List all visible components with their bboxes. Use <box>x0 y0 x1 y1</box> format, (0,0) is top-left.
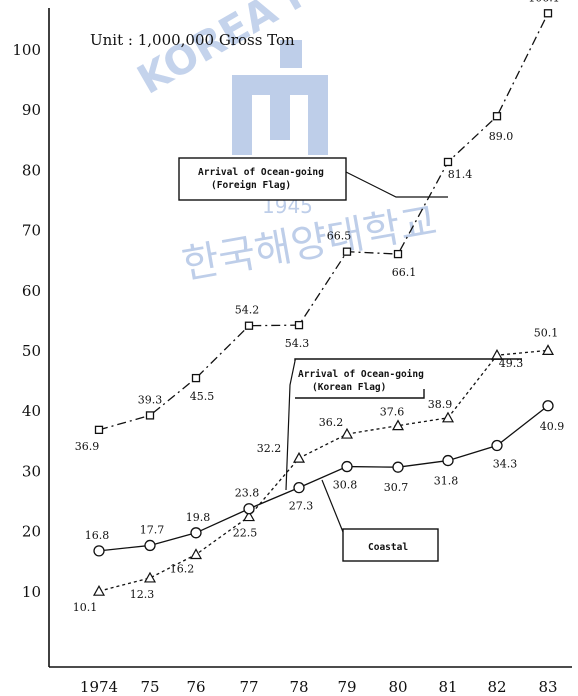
annotation-coastal-label: Coastal <box>368 542 408 553</box>
marker-korean-0 <box>92 584 106 596</box>
marker-foreign-9 <box>543 9 553 18</box>
data-label-korean-7: 38.9 <box>428 398 453 411</box>
marker-korean-5 <box>340 427 354 439</box>
y-tick-label: 70 <box>22 222 41 240</box>
x-tick-label: 79 <box>337 678 356 696</box>
data-labels: 36.9 39.3 45.5 54.2 54.3 66.5 66.1 81.4 89.0 106.… <box>73 0 565 614</box>
data-label-foreign-7: 81.4 <box>448 168 473 181</box>
data-label-foreign-2: 45.5 <box>190 390 215 403</box>
marker-foreign-3 <box>244 321 254 330</box>
y-tick-label: 10 <box>22 583 41 601</box>
x-tick-label: 81 <box>438 678 457 696</box>
marker-foreign-5 <box>342 247 352 256</box>
data-label-coastal-2: 19.8 <box>186 511 211 524</box>
x-tick-labels: 1974 75 76 77 78 79 80 81 82 83 <box>80 678 558 696</box>
y-tick-label: 50 <box>22 342 41 360</box>
y-tick-labels: 10 20 30 40 50 60 70 80 90 100 <box>12 41 41 601</box>
x-tick-label: 83 <box>538 678 557 696</box>
marker-korean-7 <box>441 411 455 423</box>
data-label-coastal-3: 23.8 <box>235 487 260 500</box>
data-label-coastal-4: 27.3 <box>289 500 314 513</box>
y-tick-label: 90 <box>22 101 41 119</box>
marker-coastal-9 <box>542 400 554 412</box>
x-tick-label: 75 <box>140 678 159 696</box>
marker-coastal-6 <box>392 461 404 473</box>
marker-korean-6 <box>391 419 405 431</box>
x-tick-label: 80 <box>388 678 407 696</box>
marker-korean-3 <box>242 510 256 522</box>
data-label-foreign-8: 89.0 <box>489 130 514 143</box>
data-label-korean-3: 22.5 <box>233 527 258 540</box>
y-tick-label: 60 <box>22 282 41 300</box>
data-label-korean-4: 32.2 <box>257 442 282 455</box>
x-tick-label: 78 <box>289 678 308 696</box>
annotation-coastal: Coastal <box>321 479 439 562</box>
data-label-korean-1: 12.3 <box>130 588 155 601</box>
data-label-korean-5: 36.2 <box>319 416 344 429</box>
marker-coastal-7 <box>442 454 454 467</box>
data-label-foreign-9: 106.1 <box>528 0 560 4</box>
annotation-foreign-line2: (Foreign Flag) <box>211 180 291 191</box>
x-tick-label: 76 <box>186 678 205 696</box>
annotation-korean-line1: Arrival of Ocean-going <box>298 369 424 380</box>
data-label-coastal-6: 30.7 <box>384 481 409 494</box>
y-tick-label: 30 <box>22 462 41 480</box>
data-label-korean-6: 37.6 <box>380 406 405 419</box>
annotation-korean-line2: (Korean Flag) <box>312 382 386 393</box>
marker-foreign-7 <box>443 157 453 167</box>
y-tick-label: 100 <box>12 41 41 59</box>
marker-korean-4 <box>292 451 306 463</box>
data-label-foreign-5: 66.5 <box>327 230 352 243</box>
data-label-korean-9: 50.1 <box>534 326 559 339</box>
y-tick-label: 40 <box>22 402 41 420</box>
marker-foreign-8 <box>492 112 502 121</box>
y-tick-label: 80 <box>22 161 41 179</box>
marker-coastal-1 <box>144 539 156 552</box>
x-tick-label: 77 <box>239 678 258 696</box>
marker-coastal-4 <box>293 482 305 494</box>
marker-coastal-2 <box>190 527 202 539</box>
data-label-foreign-4: 54.3 <box>285 337 310 350</box>
marker-coastal-3 <box>243 503 255 515</box>
marker-foreign-2 <box>191 373 201 383</box>
data-label-coastal-0: 16.8 <box>85 529 110 542</box>
x-tick-label: 1974 <box>80 678 118 696</box>
marker-foreign-6 <box>393 249 403 259</box>
y-tick-label: 20 <box>22 523 41 541</box>
data-label-coastal-9: 40.9 <box>540 420 565 433</box>
unit-note: Unit : 1,000,000 Gross Ton <box>90 31 295 49</box>
marker-korean-2 <box>189 548 203 560</box>
annotation-foreign-line1: Arrival of Ocean-going <box>198 167 324 178</box>
data-label-foreign-6: 66.1 <box>392 266 417 279</box>
data-label-coastal-5: 30.8 <box>333 479 358 492</box>
marker-coastal-8 <box>491 439 503 452</box>
data-label-foreign-0: 36.9 <box>75 440 100 453</box>
series-line-korean <box>98 349 549 592</box>
series-lines <box>98 12 549 592</box>
marker-coastal-0 <box>93 545 105 557</box>
data-label-korean-2: 16.2 <box>170 562 195 575</box>
marker-foreign-1 <box>145 411 155 420</box>
marker-korean-9 <box>541 344 555 355</box>
marker-foreign-4 <box>294 320 304 330</box>
series-line-foreign <box>98 12 549 431</box>
data-label-coastal-7: 31.8 <box>434 475 459 488</box>
x-tick-label: 82 <box>487 678 506 696</box>
data-label-korean-8: 49.3 <box>499 357 524 370</box>
annotation-korean: Arrival of Ocean-going (Korean Flag) <box>285 358 522 491</box>
marker-foreign-0 <box>94 425 104 435</box>
annotation-foreign: Arrival of Ocean-going (Foreign Flag) <box>178 157 448 201</box>
series-markers <box>92 9 555 596</box>
data-label-foreign-3: 54.2 <box>235 304 260 317</box>
data-label-coastal-8: 34.3 <box>493 458 518 471</box>
marker-korean-1 <box>143 571 157 583</box>
data-label-coastal-1: 17.7 <box>140 523 165 536</box>
data-label-foreign-1: 39.3 <box>138 393 163 406</box>
series-line-coastal <box>98 405 549 552</box>
marker-coastal-5 <box>341 460 353 473</box>
data-label-korean-0: 10.1 <box>73 601 98 614</box>
